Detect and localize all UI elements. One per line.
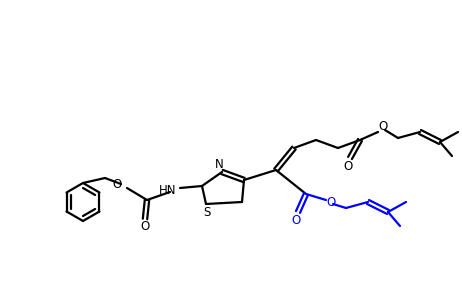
Text: O: O bbox=[378, 120, 388, 133]
Text: O: O bbox=[140, 220, 150, 233]
Text: S: S bbox=[203, 207, 211, 220]
Text: N: N bbox=[215, 158, 223, 171]
Text: O: O bbox=[113, 178, 122, 191]
Text: HN: HN bbox=[158, 185, 176, 198]
Text: O: O bbox=[326, 197, 335, 210]
Text: O: O bbox=[292, 214, 301, 226]
Text: O: O bbox=[343, 159, 353, 172]
